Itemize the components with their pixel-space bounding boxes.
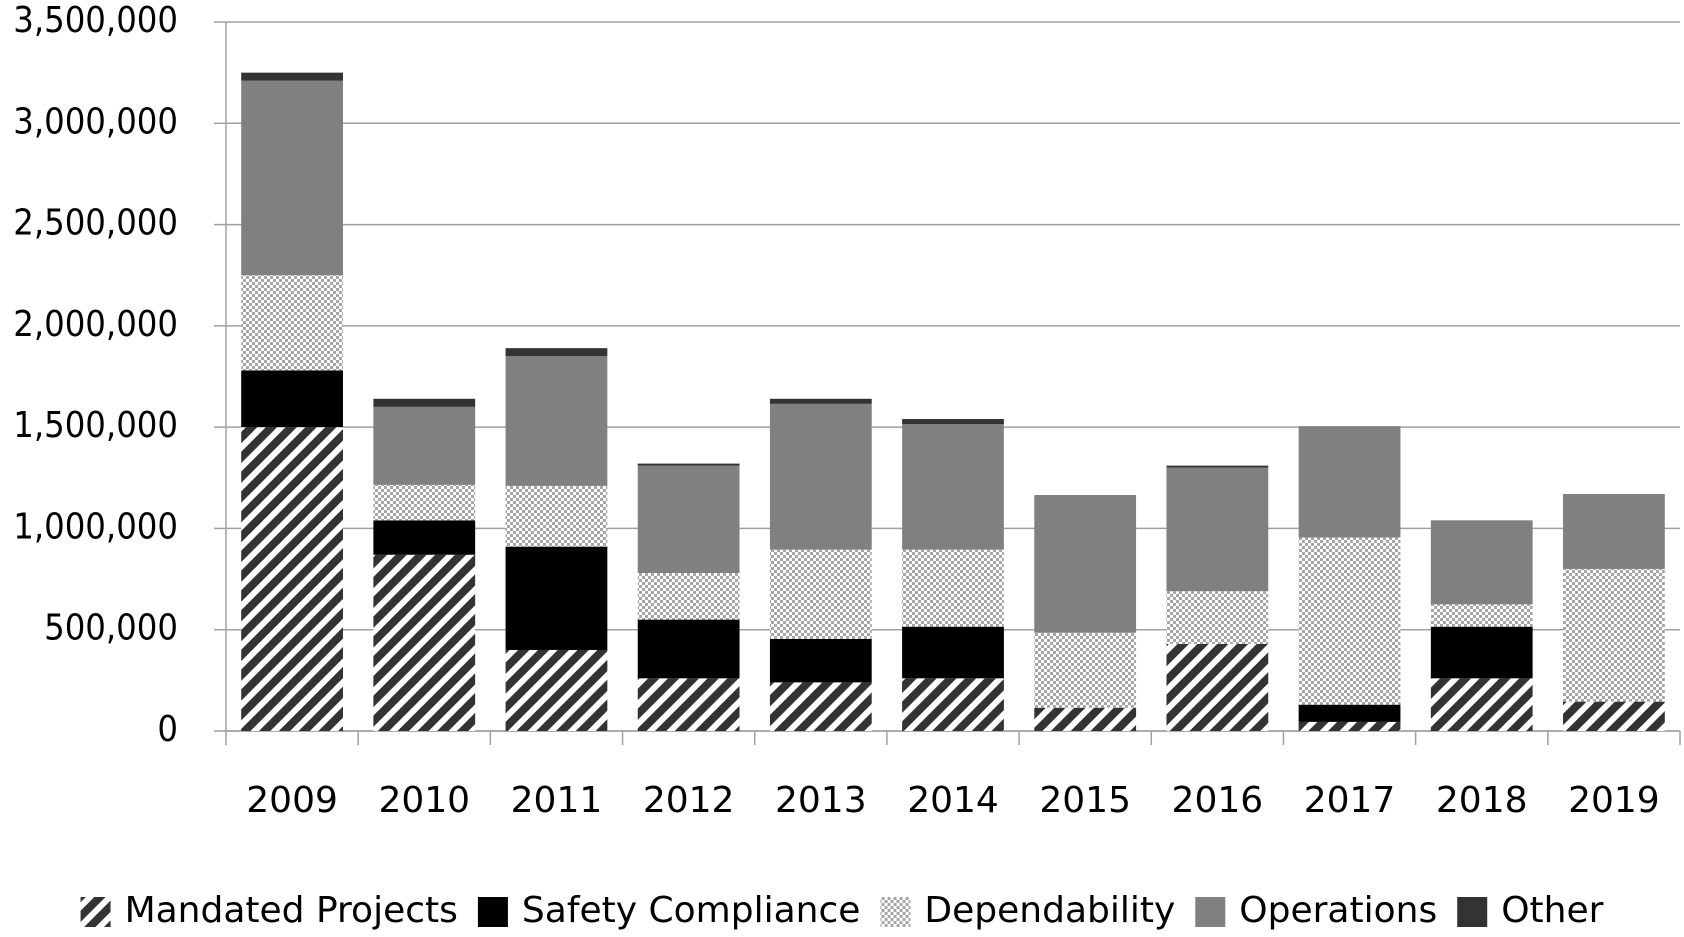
y-tick-label: 1,500,000 xyxy=(13,405,178,446)
bar-segment xyxy=(241,370,343,428)
bar-segment xyxy=(902,549,1004,627)
legend-label: Mandated Projects xyxy=(125,890,458,931)
legend-label: Safety Compliance xyxy=(522,890,861,931)
bar-segment xyxy=(505,649,608,731)
bar-segment xyxy=(769,549,872,639)
legend-swatch xyxy=(1457,897,1488,927)
bar-segment xyxy=(637,678,740,731)
bar-segment xyxy=(373,520,476,555)
y-tick-label: 3,000,000 xyxy=(13,101,178,142)
bar-segment xyxy=(241,72,343,81)
bar-segment xyxy=(1166,643,1269,731)
bar-segment xyxy=(373,484,476,521)
bar-segment xyxy=(505,356,608,486)
y-tick-label: 3,500,000 xyxy=(13,0,178,41)
bar-segment xyxy=(1563,493,1665,569)
bar-segment xyxy=(637,465,740,573)
x-tick-label: 2010 xyxy=(378,780,470,821)
x-tick-label: 2011 xyxy=(511,780,603,821)
bar-segment xyxy=(1430,678,1533,731)
bar-segment xyxy=(1563,568,1665,702)
x-tick-label: 2016 xyxy=(1172,780,1264,821)
y-tick-label: 2,500,000 xyxy=(13,203,178,244)
bar-segment xyxy=(1430,626,1533,679)
bar-segment xyxy=(1563,701,1665,731)
x-tick-label: 2014 xyxy=(907,780,999,821)
bar-segment xyxy=(241,275,343,371)
legend-label: Dependability xyxy=(924,890,1175,931)
x-tick-label: 2018 xyxy=(1436,780,1528,821)
bar-segment xyxy=(902,419,1004,425)
legend-swatch xyxy=(80,897,111,927)
x-tick-label: 2019 xyxy=(1568,780,1660,821)
bar-segment xyxy=(1430,604,1533,627)
y-tick-label: 0 xyxy=(157,709,178,750)
legend: Mandated Projects Safety Compliance Depend… xyxy=(80,890,1604,931)
bar-segment xyxy=(902,424,1004,550)
legend-swatch xyxy=(477,897,508,927)
bar-segment xyxy=(373,406,476,485)
bar-segment xyxy=(769,398,872,404)
bar-segment xyxy=(769,638,872,683)
bar-segment xyxy=(1034,707,1137,731)
bar-segment xyxy=(1298,721,1401,731)
x-tick-label: 2012 xyxy=(643,780,735,821)
bar-segment xyxy=(505,485,608,547)
bar-segment xyxy=(1298,537,1401,705)
bar-segment xyxy=(1166,465,1269,468)
y-tick-label: 500,000 xyxy=(44,608,178,649)
bar-segment xyxy=(1298,704,1401,722)
legend-label: Operations xyxy=(1239,890,1437,931)
bar-segment xyxy=(637,463,740,466)
bar-segment xyxy=(373,554,476,731)
bar-segment xyxy=(373,398,476,407)
bar-segment xyxy=(902,678,1004,731)
bar-segment xyxy=(505,348,608,357)
y-tick-label: 2,000,000 xyxy=(13,304,178,345)
bar-segment xyxy=(241,427,343,731)
bar-segment xyxy=(505,546,608,650)
y-tick-label: 1,000,000 xyxy=(13,506,178,547)
bar-segment xyxy=(1430,520,1533,605)
bar-segment xyxy=(1298,426,1401,538)
legend-swatch xyxy=(1195,897,1226,927)
bar-segment xyxy=(1034,495,1137,633)
bar-segment xyxy=(637,619,740,679)
legend-swatch xyxy=(880,897,911,927)
bar-segment xyxy=(637,572,740,620)
bar-segment xyxy=(769,403,872,550)
bar-segment xyxy=(241,80,343,276)
legend-label: Other xyxy=(1501,890,1603,931)
bar-segment xyxy=(1034,632,1137,708)
x-tick-label: 2015 xyxy=(1039,780,1131,821)
bar-segment xyxy=(902,626,1004,679)
x-tick-label: 2017 xyxy=(1304,780,1396,821)
x-tick-label: 2013 xyxy=(775,780,867,821)
x-tick-label: 2009 xyxy=(246,780,338,821)
bar-segment xyxy=(1166,467,1269,592)
bar-segment xyxy=(769,682,872,731)
bar-segment xyxy=(1166,591,1269,644)
